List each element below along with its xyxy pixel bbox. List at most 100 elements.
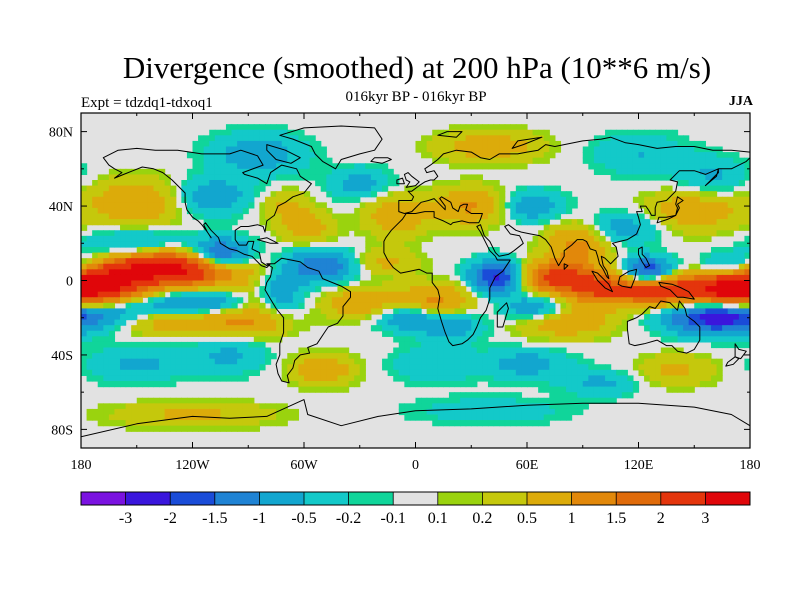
field-cell xyxy=(97,235,104,243)
field-cell xyxy=(326,297,333,304)
field-cell xyxy=(315,353,322,360)
field-cell xyxy=(276,252,283,259)
field-cell xyxy=(359,163,366,170)
field-cell xyxy=(376,163,383,170)
field-cell xyxy=(309,381,316,388)
field-cell xyxy=(460,196,467,203)
field-cell xyxy=(493,347,500,354)
field-cell xyxy=(437,185,444,192)
field-cell xyxy=(421,185,428,192)
field-cell xyxy=(209,425,216,432)
field-cell xyxy=(487,403,495,410)
field-cell xyxy=(487,247,495,254)
field-cell xyxy=(432,397,439,404)
field-cell xyxy=(727,174,734,181)
field-cell xyxy=(404,269,411,276)
field-cell xyxy=(125,274,132,282)
field-cell xyxy=(320,347,327,354)
x-tick-label: 60W xyxy=(290,458,318,473)
field-cell xyxy=(409,308,417,315)
field-cell xyxy=(454,353,461,360)
field-cell xyxy=(209,269,216,276)
field-cell xyxy=(359,180,366,187)
field-cell xyxy=(198,414,205,421)
field-cell xyxy=(192,213,199,220)
field-cell xyxy=(476,336,483,343)
field-cell xyxy=(426,414,433,421)
field-cell xyxy=(532,381,539,388)
field-cell xyxy=(237,347,244,354)
field-cell xyxy=(671,207,679,215)
field-cell xyxy=(136,241,143,248)
field-cell xyxy=(666,135,673,142)
field-cell xyxy=(387,274,394,282)
field-cell xyxy=(92,375,99,382)
field-cell xyxy=(471,185,478,192)
colorbar-swatch xyxy=(259,492,305,505)
field-cell xyxy=(298,235,305,243)
field-cell xyxy=(203,140,210,148)
field-cell xyxy=(220,252,227,259)
field-cell xyxy=(527,191,534,198)
field-cell xyxy=(487,291,495,298)
field-cell xyxy=(627,146,634,153)
field-cell xyxy=(136,302,143,310)
field-cell xyxy=(521,258,528,265)
field-cell xyxy=(192,258,199,265)
field-cell xyxy=(253,135,260,142)
field-cell xyxy=(527,247,534,254)
field-cell xyxy=(359,174,366,181)
field-cell xyxy=(415,191,422,198)
field-cell xyxy=(649,230,656,237)
field-cell xyxy=(677,230,684,237)
field-cell xyxy=(231,325,238,332)
field-cell xyxy=(209,420,216,427)
field-cell xyxy=(577,291,584,298)
field-cell xyxy=(365,241,372,248)
field-cell xyxy=(593,135,601,142)
field-cell xyxy=(566,263,573,270)
field-cell xyxy=(465,269,472,276)
field-cell xyxy=(487,325,495,332)
field-cell xyxy=(482,291,489,298)
field-cell xyxy=(504,157,511,164)
field-cell xyxy=(527,135,534,142)
field-cell xyxy=(694,163,701,170)
field-cell xyxy=(415,397,422,404)
field-cell xyxy=(432,364,439,371)
field-cell xyxy=(538,241,545,248)
field-cell xyxy=(437,274,444,282)
field-cell xyxy=(627,308,634,315)
field-cell xyxy=(409,191,417,198)
field-cell xyxy=(515,135,523,142)
field-cell xyxy=(259,157,266,164)
field-cell xyxy=(304,381,311,388)
field-cell xyxy=(683,140,690,148)
field-cell xyxy=(415,241,422,248)
field-cell xyxy=(192,157,199,164)
field-cell xyxy=(471,336,478,343)
field-cell xyxy=(727,219,734,226)
field-cell xyxy=(220,420,227,427)
field-cell xyxy=(605,135,612,142)
field-cell xyxy=(710,269,718,276)
field-cell xyxy=(337,247,344,254)
field-cell xyxy=(170,230,177,237)
field-cell xyxy=(164,213,171,220)
field-cell xyxy=(331,168,339,176)
field-cell xyxy=(220,168,227,176)
field-cell xyxy=(214,274,221,282)
field-cell xyxy=(186,274,194,282)
field-cell xyxy=(242,330,249,337)
field-cell xyxy=(627,224,634,231)
field-cell xyxy=(136,174,143,181)
field-cell xyxy=(203,302,210,310)
field-cell xyxy=(549,269,556,276)
field-cell xyxy=(426,308,433,315)
field-cell xyxy=(644,168,651,176)
field-cell xyxy=(471,358,478,365)
field-cell xyxy=(460,369,467,377)
field-cell xyxy=(270,420,277,427)
field-cell xyxy=(97,420,104,427)
field-cell xyxy=(136,297,143,304)
